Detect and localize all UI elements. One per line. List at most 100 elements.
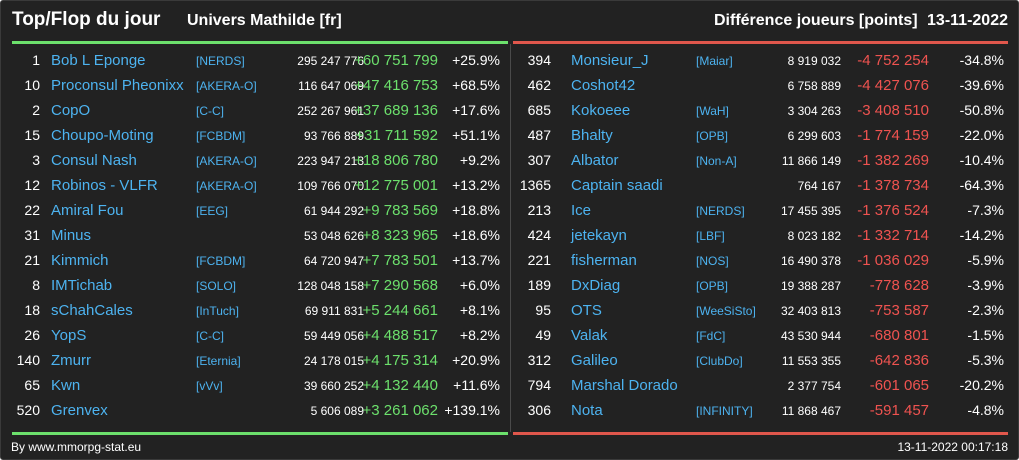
player-name-link[interactable]: Amiral Fou [51,202,124,219]
player-name-link[interactable]: YopS [51,327,87,344]
alliance-tag-link[interactable]: [NERDS] [196,54,245,68]
player-name-link[interactable]: DxDiag [571,277,621,294]
alliance-tag-link[interactable]: [FdC] [696,329,726,343]
alliance-tag-link[interactable]: [C-C] [196,329,224,343]
percent-cell: +68.5% [452,77,500,93]
alliance-tag-link[interactable]: [WeeSiSto] [696,304,756,318]
player-name-link[interactable]: Galileo [571,352,618,369]
difference-cell: +18 806 780 [354,152,438,169]
points-cell: 19 388 287 [780,279,841,293]
player-name-link[interactable]: Proconsul Pheonixx [51,77,184,94]
difference-cell: +37 689 136 [354,102,438,119]
percent-cell: -20.2% [959,377,1004,393]
difference-cell: +5 244 661 [362,302,439,319]
alliance-tag-link[interactable]: [SOLO] [196,279,237,293]
alliance-tag-link[interactable]: [FCBDM] [196,254,246,268]
difference-cell: +4 488 517 [362,327,439,344]
player-name-link[interactable]: CopO [51,102,91,119]
table-row: 31 Minus 53 048 626 +8 323 965 +18.6% [1,224,509,249]
alliance-tag-link[interactable]: [ClubDo] [696,354,743,368]
player-name-link[interactable]: Bob L Eponge [51,52,146,69]
player-name-link[interactable]: OTS [571,302,602,319]
alliance-tag-link[interactable]: [FCBDM] [196,129,246,143]
player-name-link[interactable]: Consul Nash [51,152,137,169]
alliance-tag-link[interactable]: [AKERA-O] [196,154,257,168]
table-row: 3 Consul Nash [AKERA-O] 223 947 213 +18 806 … [1,149,509,174]
percent-cell: -7.3% [967,202,1004,218]
difference-cell: +47 416 753 [354,77,438,94]
difference-cell: -4 752 254 [857,52,929,69]
player-name-link[interactable]: Nota [571,402,603,419]
generated-timestamp: 13-11-2022 00:17:18 [897,440,1008,454]
alliance-tag-link[interactable]: [NOS] [696,254,729,268]
alliance-tag-link[interactable]: [NERDS] [696,204,745,218]
alliance-tag-link[interactable]: [InTuch] [196,304,239,318]
alliance-tag-link[interactable]: [AKERA-O] [196,79,257,93]
player-name-link[interactable]: Choupo-Moting [51,127,154,144]
difference-cell: -1 382 269 [857,152,929,169]
difference-cell: +3 261 062 [362,402,439,419]
alliance-tag-link[interactable]: [Non-A] [696,154,737,168]
player-name-link[interactable]: Coshot42 [571,77,636,94]
points-cell: 53 048 626 [303,229,364,243]
percent-cell: -34.8% [959,52,1004,68]
difference-cell: -642 836 [869,352,929,369]
player-name-link[interactable]: Minus [51,227,92,244]
points-cell: 59 449 056 [303,329,364,343]
player-name-link[interactable]: Marshal Dorado [571,377,678,394]
player-name-link[interactable]: IMTichab [51,277,113,294]
alliance-tag-link[interactable]: [OPB] [696,129,729,143]
difference-cell: +31 711 592 [355,127,438,144]
alliance-tag-link[interactable]: [LBF] [696,229,725,243]
difference-cell: -1 376 524 [857,202,929,219]
player-name-link[interactable]: Captain saadi [571,177,663,194]
player-name-link[interactable]: Ice [571,202,592,219]
difference-cell: +12 775 001 [354,177,438,194]
site-credit[interactable]: By www.mmorpg-stat.eu [11,440,142,454]
percent-cell: -5.3% [967,352,1004,368]
percent-cell: +6.0% [459,277,500,293]
alliance-tag-link[interactable]: [C-C] [196,104,224,118]
player-name-link[interactable]: Grenvex [51,402,108,419]
table-row: 462 Coshot42 6 758 889 -4 427 076 -39.6% [511,74,1018,99]
universe-label: Univers Mathilde [fr] [187,12,342,29]
rank-cell: 189 [527,277,551,293]
player-name-link[interactable]: fisherman [571,252,637,269]
alliance-tag-link[interactable]: [INFINITY] [696,404,753,418]
player-name-link[interactable]: Valak [571,327,608,344]
alliance-tag-link[interactable]: [OPB] [696,279,729,293]
points-cell: 3 304 263 [787,104,841,118]
table-row: 8 IMTichab [SOLO] 128 048 158 +7 290 568 +6.0… [1,274,509,299]
alliance-tag-link[interactable]: [WaH] [696,104,729,118]
player-name-link[interactable]: Albator [571,152,619,169]
column-divider [510,44,511,432]
player-name-link[interactable]: Monsieur_J [571,52,649,69]
alliance-tag-link[interactable]: [Maiar] [696,54,733,68]
rank-cell: 31 [24,227,40,243]
player-name-link[interactable]: jetekayn [571,227,627,244]
difference-cell: +4 132 440 [362,377,439,394]
player-name-link[interactable]: Kwn [51,377,81,394]
table-row: 18 sChahCales [InTuch] 69 911 831 +5 244 661… [1,299,509,324]
points-cell: 69 911 831 [304,304,364,318]
alliance-tag-link[interactable]: [Eternia] [196,354,241,368]
bottom-rule-gain [12,432,508,435]
difference-cell: -591 457 [869,402,929,419]
alliance-tag-link[interactable]: [EEG] [196,204,229,218]
player-name-link[interactable]: Kimmich [51,252,109,269]
alliance-tag-link[interactable]: [vVv] [196,379,223,393]
percent-cell: -22.0% [959,127,1004,143]
rank-cell: 22 [24,202,40,218]
points-cell: 6 758 889 [787,79,841,93]
alliance-tag-link[interactable]: [AKERA-O] [196,179,257,193]
points-cell: 764 167 [797,179,841,193]
player-name-link[interactable]: Zmurr [51,352,91,369]
player-name-link[interactable]: Robinos - VLFR [51,177,158,194]
points-cell: 8 919 032 [787,54,841,68]
table-row: 15 Choupo-Moting [FCBDM] 93 766 889 +31 711 … [1,124,509,149]
table-row: 213 Ice [NERDS] 17 455 395 -1 376 524 -7.3% [511,199,1018,224]
table-row: 487 Bhalty [OPB] 6 299 603 -1 774 159 -22.0% [511,124,1018,149]
player-name-link[interactable]: Bhalty [571,127,613,144]
player-name-link[interactable]: Kokoeee [571,102,631,119]
player-name-link[interactable]: sChahCales [51,302,133,319]
